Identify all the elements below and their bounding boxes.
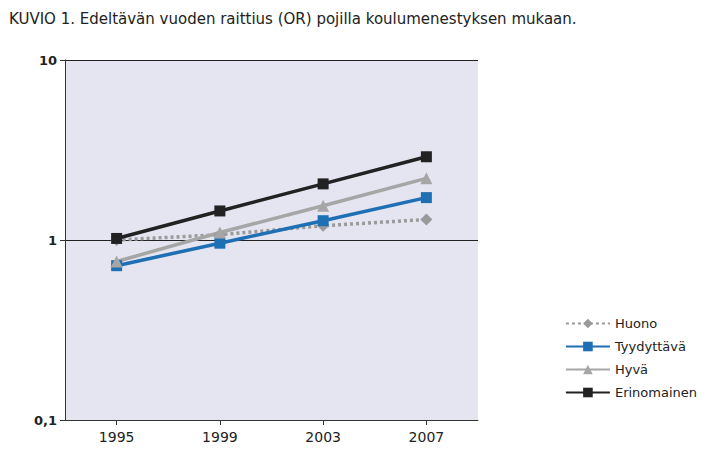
svg-text:KUVIO 1. Edeltävän vuoden rait: KUVIO 1. Edeltävän vuoden raittius (OR) … — [9, 10, 577, 28]
svg-text:Hyvä: Hyvä — [615, 362, 648, 377]
svg-text:Huono: Huono — [615, 316, 657, 331]
svg-text:Erinomainen: Erinomainen — [615, 385, 697, 400]
svg-text:1995: 1995 — [99, 429, 135, 445]
svg-text:1999: 1999 — [202, 429, 238, 445]
svg-text:2007: 2007 — [409, 429, 445, 445]
svg-text:Tyydyttävä: Tyydyttävä — [614, 339, 686, 354]
svg-text:2003: 2003 — [305, 429, 341, 445]
svg-text:1: 1 — [48, 233, 57, 248]
svg-text:10: 10 — [39, 53, 57, 68]
svg-text:0,1: 0,1 — [34, 413, 57, 428]
